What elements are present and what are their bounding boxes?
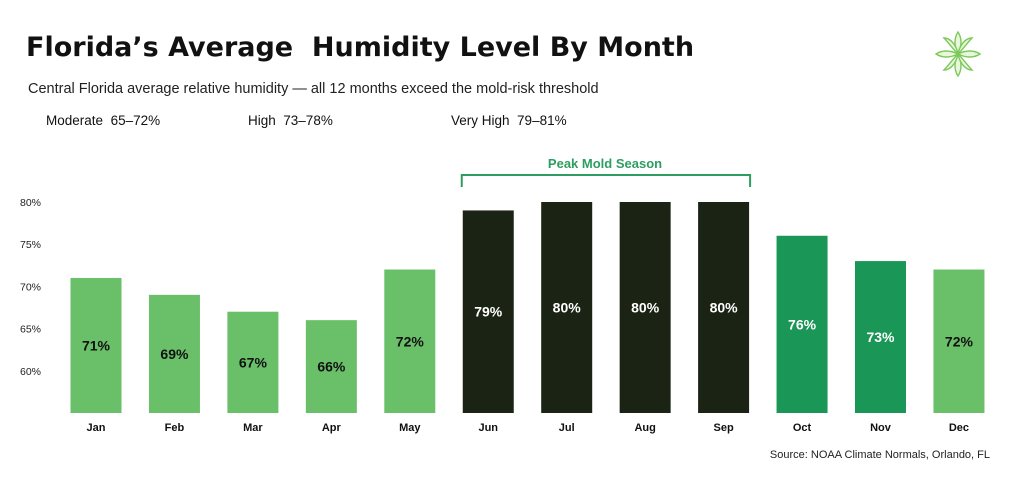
bar-jan [70,277,122,413]
x-tick-label: Jan [87,422,106,434]
x-tick-label: Jun [478,422,498,434]
y-tick-label: 70% [20,281,41,293]
x-tick-label: Oct [793,422,812,434]
data-label: 76% [788,316,817,332]
y-tick-label: 75% [20,239,41,251]
data-label: 72% [945,333,974,349]
legend-range: 73–78% [283,113,333,128]
bar-aug [619,202,671,413]
x-tick-label: Jul [559,422,575,434]
bar-jun [462,210,514,413]
y-tick-label: 80% [20,197,41,209]
x-tick-label: Sep [714,422,734,434]
bar-feb [148,294,200,413]
legend-range: 65–72% [110,113,161,128]
y-tick-label: 60% [20,366,41,378]
legend-label: High [248,113,276,128]
bar-dec [933,269,985,413]
data-label: 73% [866,329,895,345]
chart-subtitle: Central Florida average relative humidit… [28,81,599,97]
data-label: 66% [317,359,346,375]
legend-very-high: Very High 79–81% [451,113,567,128]
bar-mar [227,311,279,413]
y-tick-label: 65% [20,324,41,336]
data-label: 80% [631,300,660,316]
bar-sep [698,202,750,413]
bar-oct [776,235,828,413]
legend-range: 79–81% [517,113,567,128]
data-label: 80% [710,300,739,316]
data-label: 79% [474,304,503,320]
x-tick-label: Dec [949,422,969,434]
bar-apr [305,320,357,413]
peak-season-bracket [460,174,752,187]
legend-label: Very High [451,113,510,128]
data-label: 72% [396,333,425,349]
bar-jul [541,202,593,413]
data-label: 80% [553,300,582,316]
legend-high: High 73–78% [248,113,333,128]
annotation-label: Peak Mold Season [548,156,662,171]
bar-may [384,269,436,413]
x-tick-label: Nov [870,422,892,434]
data-label: 67% [239,354,268,370]
bar-nov [855,261,906,413]
data-label: 71% [82,337,111,353]
leaf-flower-logo-icon [934,30,982,78]
chart-title: Florida’s Average Humidity Level By Mont… [26,32,695,63]
x-tick-label: Apr [322,422,342,434]
x-tick-label: Aug [634,422,655,434]
source-note: Source: NOAA Climate Normals, Orlando, F… [769,449,990,461]
x-tick-label: Feb [165,422,185,434]
data-label: 69% [160,346,189,362]
x-tick-label: May [399,422,421,434]
legend-moderate: Moderate 65–72% [46,113,160,128]
legend-label: Moderate [46,113,104,128]
x-tick-label: Mar [243,422,263,434]
